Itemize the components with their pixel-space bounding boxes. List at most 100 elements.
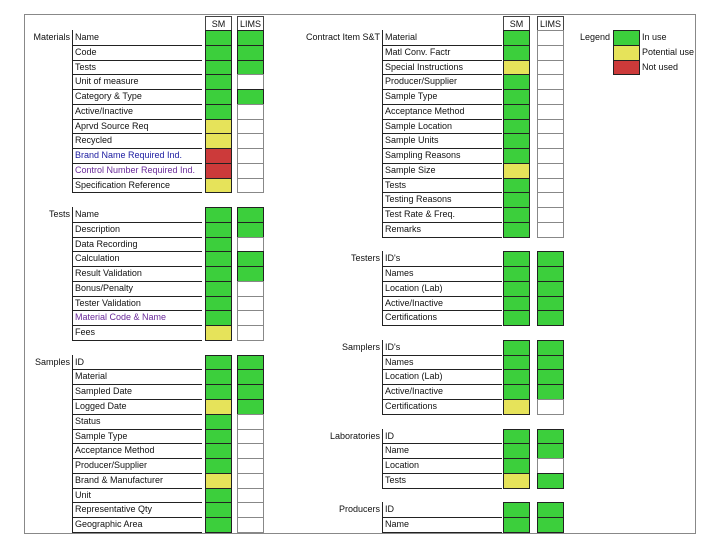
status-cell <box>503 44 530 61</box>
status-cell <box>537 310 564 327</box>
group-label: Materials <box>33 32 70 42</box>
status-cell <box>237 251 264 268</box>
row-label: Representative Qty <box>72 502 202 519</box>
status-cell <box>205 177 232 194</box>
status-cell <box>537 251 564 268</box>
row-label: Tests <box>382 177 502 194</box>
row-label: Location (Lab) <box>382 280 502 297</box>
column-header: SM <box>503 16 530 30</box>
status-cell <box>205 162 232 179</box>
status-cell <box>237 295 264 312</box>
group-label: Testers <box>350 253 380 264</box>
row-label: Location <box>382 458 502 474</box>
group-label: Samplers <box>341 341 380 352</box>
status-cell <box>537 148 564 164</box>
status-cell <box>537 44 564 61</box>
status-cell <box>537 133 564 150</box>
status-cell <box>503 192 530 209</box>
status-cell <box>205 502 232 519</box>
status-cell <box>537 502 564 519</box>
status-cell <box>537 295 564 312</box>
status-cell <box>205 458 232 474</box>
status-cell <box>237 517 264 533</box>
row-label: Test Rate & Freq. <box>382 207 502 223</box>
status-cell <box>237 310 264 327</box>
status-cell <box>205 236 232 253</box>
row-label: Tests <box>382 472 502 489</box>
status-cell <box>503 384 530 400</box>
status-cell <box>537 472 564 489</box>
status-cell <box>503 399 530 415</box>
status-cell <box>205 310 232 327</box>
status-cell <box>237 458 264 474</box>
status-cell <box>205 325 232 341</box>
row-label: Code <box>72 44 202 61</box>
row-label: ID <box>382 502 502 519</box>
status-cell <box>205 399 232 415</box>
row-label: Testing Reasons <box>382 192 502 209</box>
group-label: Samples <box>34 356 70 367</box>
status-cell <box>537 207 564 223</box>
row-label: Brand Name Required Ind. <box>72 148 202 164</box>
status-cell <box>205 280 232 297</box>
status-cell <box>537 443 564 460</box>
row-label: Acceptance Method <box>72 443 202 460</box>
status-cell <box>537 280 564 297</box>
status-cell <box>205 295 232 312</box>
row-label: Sample Units <box>382 133 502 150</box>
row-label: Active/Inactive <box>72 103 202 120</box>
status-cell <box>537 192 564 209</box>
status-cell <box>537 59 564 76</box>
status-cell <box>237 413 264 430</box>
legend-label: Potential use <box>642 46 695 57</box>
status-cell <box>537 428 564 445</box>
row-label: Tester Validation <box>72 295 202 312</box>
status-cell <box>537 103 564 120</box>
status-cell <box>205 103 232 120</box>
row-label: Producer/Supplier <box>72 458 202 474</box>
status-cell <box>503 310 530 327</box>
row-label: Sampling Reasons <box>382 148 502 164</box>
row-label: Acceptance Method <box>382 103 502 120</box>
legend-title: Legend <box>579 32 610 42</box>
status-cell <box>503 148 530 164</box>
status-cell <box>205 89 232 105</box>
status-cell <box>205 413 232 430</box>
row-label: Location (Lab) <box>382 369 502 386</box>
status-cell <box>237 177 264 194</box>
row-label: Unit <box>72 487 202 504</box>
status-cell <box>237 133 264 150</box>
group-label: Tests <box>48 209 70 220</box>
status-cell <box>205 148 232 164</box>
status-cell <box>503 502 530 519</box>
status-cell <box>537 221 564 238</box>
status-cell <box>237 428 264 445</box>
status-cell <box>537 517 564 533</box>
legend-swatch <box>613 44 640 61</box>
status-cell <box>237 30 264 46</box>
status-cell <box>237 44 264 61</box>
row-label: Active/Inactive <box>382 295 502 312</box>
status-cell <box>503 517 530 533</box>
status-cell <box>237 399 264 415</box>
row-label: Certifications <box>382 310 502 327</box>
status-cell <box>237 74 264 91</box>
row-label: Name <box>72 207 202 223</box>
status-cell <box>237 325 264 341</box>
status-cell <box>503 207 530 223</box>
status-cell <box>237 472 264 489</box>
column-header: SM <box>205 16 232 30</box>
row-label: Material <box>382 30 502 46</box>
status-cell <box>503 369 530 386</box>
status-cell <box>205 443 232 460</box>
status-cell <box>237 487 264 504</box>
row-label: Special Instructions <box>382 59 502 76</box>
row-label: ID <box>72 354 202 371</box>
status-cell <box>205 517 232 533</box>
legend-swatch <box>613 59 640 76</box>
status-cell <box>237 354 264 371</box>
status-cell <box>237 162 264 179</box>
group-label: Laboratories <box>329 430 380 441</box>
status-cell <box>237 118 264 135</box>
status-cell <box>205 251 232 268</box>
